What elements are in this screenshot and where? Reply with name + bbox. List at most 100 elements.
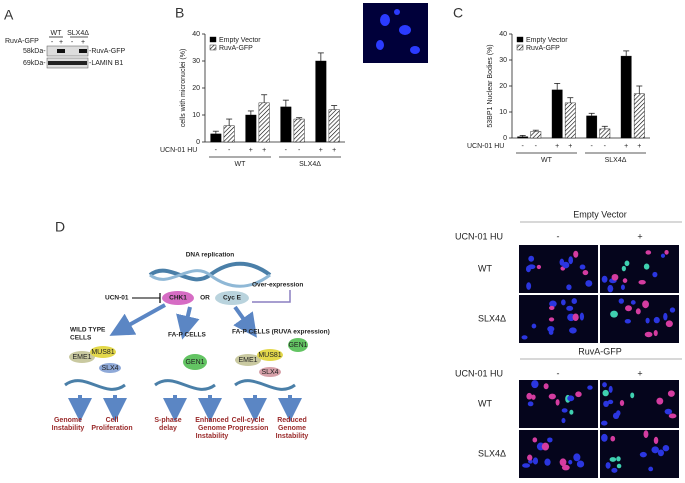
cell: [536, 264, 542, 270]
band: [57, 49, 65, 53]
bar: [599, 128, 611, 139]
legend-swatch: [209, 44, 217, 51]
cell: [571, 298, 577, 305]
row-label: WT: [478, 398, 492, 408]
cell: [610, 435, 616, 442]
cell: [609, 457, 617, 462]
label: CELLS: [70, 335, 92, 342]
bar: [223, 125, 235, 143]
x-tick-label: +: [568, 143, 572, 150]
panel-letter: D: [55, 219, 65, 235]
row-label: UCN-01 HU: [455, 231, 503, 241]
cell: [531, 323, 537, 329]
cell: [568, 256, 574, 265]
cell: [664, 408, 673, 415]
cell: [602, 382, 607, 388]
error-bar: [519, 134, 526, 137]
label: OR: [200, 295, 210, 302]
cell: [611, 467, 618, 473]
group-label: WT: [541, 157, 553, 164]
protein: [183, 354, 207, 370]
legend-label: RuvA-GFP: [219, 45, 253, 52]
cell: [621, 265, 626, 272]
cell: [653, 329, 658, 337]
cell: [616, 456, 621, 462]
cell: [664, 249, 669, 255]
error-bar: [226, 118, 233, 126]
cell: [630, 300, 636, 305]
bar: [258, 102, 270, 143]
x-tick-label: -: [522, 143, 525, 150]
cell: [620, 284, 625, 290]
cell: [635, 308, 641, 315]
error-bar: [261, 94, 268, 103]
cell: [624, 260, 630, 267]
group-label: SLX4Δ: [605, 157, 627, 164]
marker: 58kDa-: [23, 48, 46, 55]
panel-title: Empty Vector: [573, 209, 627, 219]
cell: [526, 282, 532, 290]
cell: [543, 383, 549, 390]
bar: [280, 106, 292, 143]
bar: [328, 109, 340, 143]
y-tick-label: 40: [192, 31, 200, 38]
blot: [46, 45, 89, 57]
cell: [527, 401, 534, 407]
bar: [633, 93, 645, 139]
cell: [660, 253, 666, 258]
protein: [259, 367, 281, 377]
bar: [517, 136, 529, 139]
label: Over-expression: [252, 282, 303, 289]
bar: [293, 118, 305, 143]
y-axis-label: 53BP1 Nuclear Bodies (%): [487, 44, 494, 127]
cell: [601, 420, 608, 426]
row-label: UCN-01 HU: [467, 143, 504, 150]
cell: [638, 279, 646, 285]
dna: [149, 269, 271, 288]
panel-letter: B: [175, 5, 184, 21]
cell: [548, 305, 555, 310]
cell: [573, 250, 579, 258]
cell: [611, 273, 619, 281]
cell: [669, 307, 676, 313]
cell: [668, 413, 677, 419]
cell: [651, 446, 659, 454]
cell: [562, 261, 570, 269]
label: UCN-01: [105, 295, 129, 302]
cell: [573, 453, 581, 462]
inset-cells: [376, 9, 420, 54]
label: Cyc E: [223, 295, 242, 302]
cell: [643, 430, 649, 439]
legend-label: RuvA-GFP: [526, 45, 560, 52]
cell: [607, 399, 614, 405]
outcome: Instability: [276, 433, 309, 440]
cell: [559, 458, 567, 467]
x-tick-label: +: [319, 147, 323, 154]
cell: [566, 284, 572, 291]
micrograph: [600, 380, 679, 428]
error-bar: [247, 110, 254, 115]
cell: [643, 263, 650, 270]
arrow: [233, 305, 257, 338]
cell: [531, 394, 536, 400]
cell: [605, 462, 611, 469]
x-tick-label: +: [249, 147, 253, 154]
x-tick-label: +: [332, 147, 336, 154]
y-tick-label: 0: [196, 139, 200, 146]
cell: [607, 284, 614, 293]
x-tick-label: -: [298, 147, 301, 154]
error-bar: [623, 50, 630, 57]
cell: [656, 397, 664, 405]
column-label: +: [637, 368, 642, 378]
error-bar: [296, 117, 303, 120]
row-label: UCN-01 HU: [455, 368, 503, 378]
error-bar: [282, 99, 289, 107]
cell: [645, 317, 650, 324]
cell: [601, 275, 608, 283]
bar: [210, 133, 222, 143]
bar: [315, 60, 327, 143]
micrograph: [519, 295, 598, 343]
column-label: +: [637, 231, 642, 241]
panel-title: RuvA-GFP: [578, 346, 622, 356]
x-tick-label: +: [624, 143, 628, 150]
